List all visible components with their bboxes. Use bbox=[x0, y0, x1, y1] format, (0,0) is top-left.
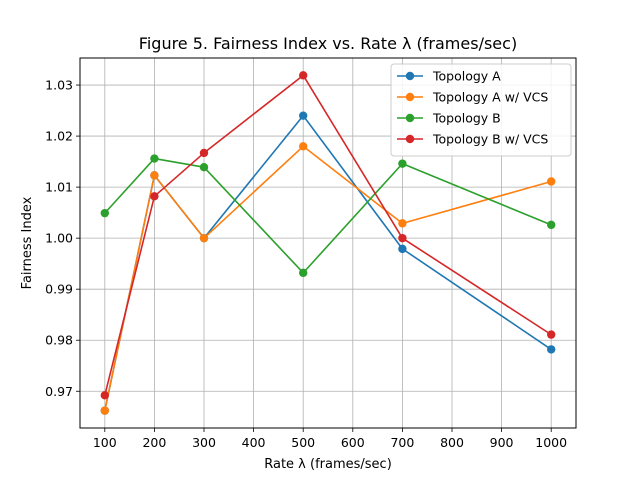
data-point bbox=[100, 406, 110, 415]
series-line bbox=[104, 74, 552, 396]
legend-item: Topology A w/ VCS bbox=[397, 90, 548, 105]
data-point bbox=[547, 220, 556, 230]
chart-title: Figure 5. Fairness Index vs. Rate λ (fra… bbox=[139, 34, 517, 53]
x-tick-label: 300 bbox=[192, 435, 216, 450]
legend-label: Topology A bbox=[432, 69, 501, 84]
legend-marker bbox=[405, 92, 415, 102]
x-tick-label: 400 bbox=[242, 435, 266, 450]
series-lines bbox=[100, 71, 556, 415]
legend-label: Topology B bbox=[432, 111, 501, 126]
x-axis-label: Rate λ (frames/sec) bbox=[264, 457, 392, 472]
series-1 bbox=[100, 142, 556, 415]
data-point bbox=[150, 171, 159, 180]
series-line bbox=[104, 145, 552, 411]
series-3 bbox=[100, 71, 556, 400]
data-point bbox=[199, 148, 209, 158]
legend-label: Topology B w/ VCS bbox=[432, 132, 548, 147]
data-point bbox=[199, 233, 209, 243]
data-point bbox=[150, 192, 159, 201]
data-point bbox=[547, 177, 556, 186]
legend-item: Topology B bbox=[397, 111, 501, 126]
y-axis-label: Fairness Index bbox=[20, 196, 35, 289]
data-point bbox=[547, 330, 556, 339]
legend-marker bbox=[405, 113, 415, 123]
x-tick-label: 1000 bbox=[535, 435, 567, 450]
legend-marker bbox=[405, 134, 415, 144]
legend-marker bbox=[405, 71, 415, 81]
legend-item: Topology B w/ VCS bbox=[397, 132, 548, 147]
data-point bbox=[398, 244, 407, 254]
legend-item: Topology A bbox=[397, 69, 501, 84]
data-point bbox=[299, 71, 308, 80]
data-point bbox=[299, 142, 308, 151]
x-tick-label: 700 bbox=[390, 435, 414, 450]
data-point bbox=[398, 219, 407, 228]
y-tick-label: 1.03 bbox=[45, 78, 73, 93]
x-tick-label: 500 bbox=[291, 435, 315, 450]
series-2 bbox=[100, 154, 556, 278]
plot-frame bbox=[79, 57, 577, 429]
y-tick-label: 1.00 bbox=[45, 231, 73, 246]
legend-label: Topology A w/ VCS bbox=[432, 90, 548, 105]
series-line bbox=[104, 157, 552, 274]
y-tick-label: 1.01 bbox=[45, 180, 73, 195]
x-tick-label: 600 bbox=[341, 435, 365, 450]
y-tick-label: 0.97 bbox=[45, 384, 73, 399]
data-point bbox=[150, 154, 159, 163]
legend-box bbox=[390, 63, 572, 157]
data-point bbox=[199, 163, 209, 172]
legend: Topology A Topology A w/ VCS Topology B Top… bbox=[390, 63, 572, 157]
x-tick-label: 200 bbox=[142, 435, 166, 450]
data-point bbox=[398, 159, 407, 168]
axis-ticks: 100 200 300 400 500 600 700 800 900 1000 0.97 0.98 0… bbox=[45, 78, 567, 450]
data-point bbox=[547, 345, 556, 354]
x-tick-label: 100 bbox=[93, 435, 117, 450]
y-tick-label: 1.02 bbox=[45, 129, 73, 144]
data-point bbox=[398, 233, 407, 243]
x-tick-label: 800 bbox=[440, 435, 464, 450]
data-point bbox=[299, 111, 308, 120]
data-point bbox=[100, 208, 110, 218]
y-tick-label: 0.98 bbox=[45, 333, 73, 348]
data-point bbox=[100, 391, 110, 400]
data-point bbox=[299, 268, 308, 278]
y-tick-label: 0.99 bbox=[45, 282, 73, 297]
x-tick-label: 900 bbox=[490, 435, 514, 450]
